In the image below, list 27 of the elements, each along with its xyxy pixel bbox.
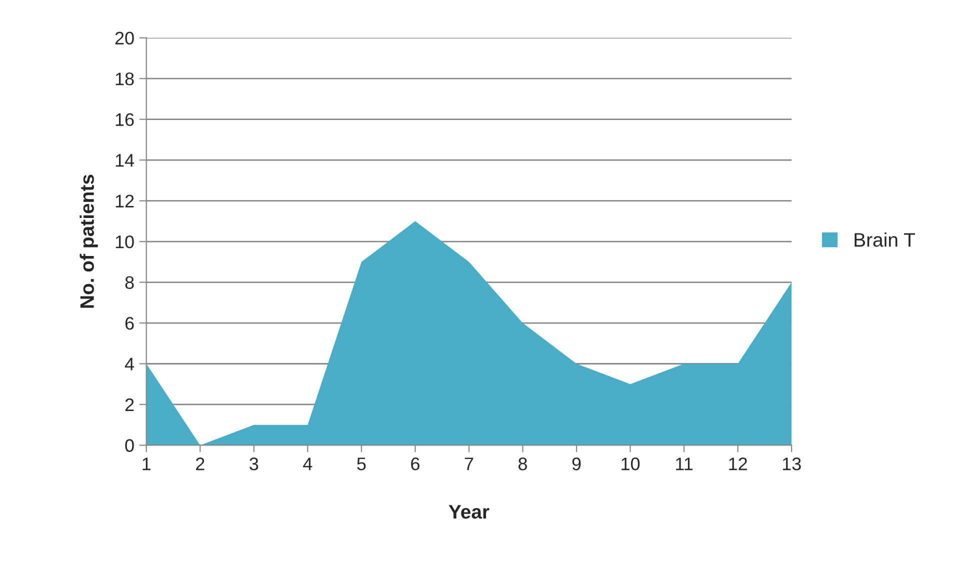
x-tick-label: 5	[357, 458, 366, 470]
x-tick-label: 3	[250, 458, 258, 470]
x-tick-label: 11	[676, 458, 693, 470]
x-tick-label: 4	[303, 458, 312, 470]
x-tick-label: 12	[729, 458, 747, 470]
x-axis-title: Year	[448, 505, 490, 519]
y-tick-label: 10	[116, 235, 134, 248]
y-tick-label: 0	[125, 439, 134, 452]
y-tick-label: 4	[124, 358, 134, 370]
x-tick-label: 10	[622, 458, 640, 470]
x-tick-label: 8	[518, 458, 527, 470]
x-tick-label: 1	[142, 458, 151, 470]
y-tick-label: 16	[116, 113, 134, 126]
x-tick-label: 7	[464, 458, 474, 470]
y-tick-label: 14	[116, 154, 134, 167]
y-tick-label: 18	[116, 72, 134, 86]
y-tick-label: 20	[115, 32, 134, 45]
y-tick-label: 2	[125, 398, 134, 412]
y-tick-label: 6	[125, 316, 134, 330]
legend-label: Brain T	[854, 232, 915, 247]
y-tick-label: 12	[116, 194, 134, 208]
x-tick-label: 2	[196, 458, 204, 470]
x-tick-label: 6	[411, 458, 420, 470]
y-axis-title: No. of patients	[80, 174, 98, 308]
y-tick-label: 8	[125, 276, 134, 289]
x-tick-label: 13	[782, 458, 801, 470]
x-tick-label: 9	[572, 458, 581, 470]
